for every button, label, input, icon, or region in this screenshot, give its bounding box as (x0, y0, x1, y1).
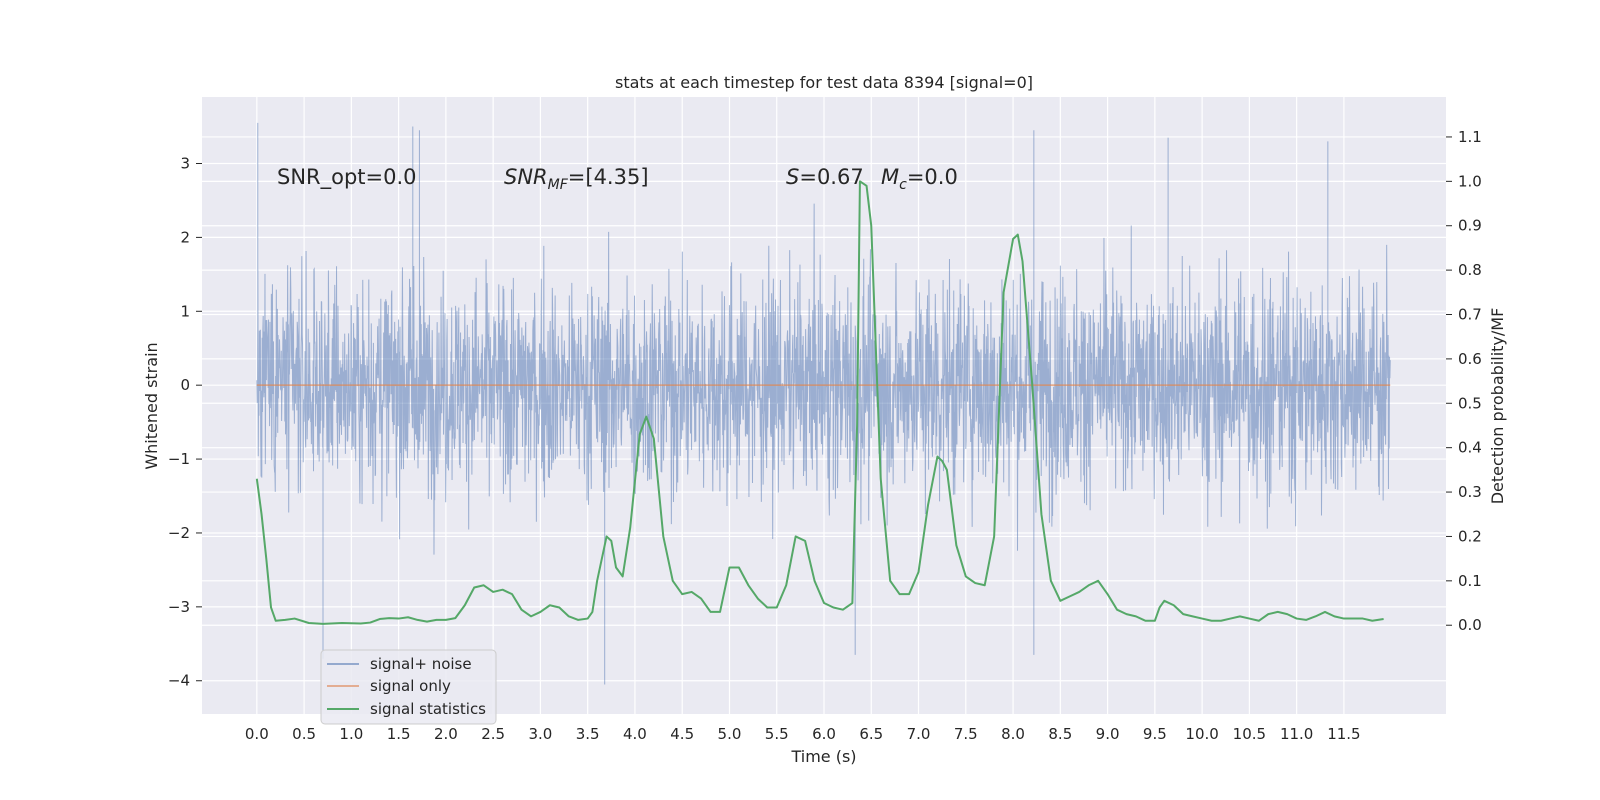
mc-sub: c (899, 177, 907, 193)
x-tick-label: 5.5 (765, 725, 789, 743)
annotation-snr-opt: SNR_opt=0.0 (277, 165, 417, 190)
y-left-tick-label: 3 (180, 155, 190, 173)
y-left-tick-label: −1 (168, 450, 190, 468)
annotation-mc: Mc=0.0 (881, 165, 958, 193)
legend-label-statistics: signal statistics (370, 700, 486, 718)
y-right-tick-label: 0.1 (1458, 572, 1482, 590)
y-right-tick-label: 1.1 (1458, 128, 1482, 146)
legend: signal+ noise signal only signal statist… (320, 649, 497, 725)
y-left-tick-label: −2 (168, 524, 190, 542)
y-right-tick-label: 0.7 (1458, 306, 1482, 324)
x-tick-label: 8.0 (1001, 725, 1025, 743)
x-tick-label: 0.0 (245, 725, 269, 743)
y-right-tick-label: 0.2 (1458, 527, 1482, 545)
x-tick-label: 9.5 (1143, 725, 1167, 743)
x-tick-label: 6.0 (812, 725, 836, 743)
y-right-tick-label: 0.4 (1458, 439, 1482, 457)
y-left-tick-label: 2 (180, 228, 190, 246)
snr-mf-rest: =[4.35] (568, 165, 649, 189)
y-left-axis-ticks: −4 −3 −2 −1 0 1 2 3 (168, 155, 202, 690)
x-tick-label: 10.5 (1233, 725, 1266, 743)
y-left-tick-label: 1 (180, 302, 190, 320)
signal-statistics-series (255, 180, 1384, 625)
x-tick-label: 6.5 (859, 725, 883, 743)
x-tick-label: 2.5 (481, 725, 505, 743)
x-tick-label: 3.0 (528, 725, 552, 743)
mc-base: M (881, 165, 899, 189)
y-right-tick-label: 0.0 (1458, 616, 1482, 634)
y-left-tick-label: 0 (180, 376, 190, 394)
x-tick-label: 9.0 (1096, 725, 1120, 743)
x-tick-label: 2.0 (434, 725, 458, 743)
y-right-tick-label: 0.6 (1458, 350, 1482, 368)
annotation-snr-mf: SNRMF=[4.35] (504, 165, 649, 193)
legend-box (320, 649, 497, 725)
x-tick-label: 11.0 (1280, 725, 1313, 743)
x-tick-label: 3.5 (576, 725, 600, 743)
y-left-tick-label: −4 (168, 672, 190, 690)
y-right-tick-label: 1.0 (1458, 172, 1482, 190)
snr-mf-sub: MF (548, 177, 569, 193)
chart-title: stats at each timestep for test data 839… (615, 73, 1033, 92)
x-tick-label: 7.0 (907, 725, 931, 743)
legend-label-noise: signal+ noise (370, 655, 472, 673)
signal-statistics-line (255, 180, 1384, 625)
x-tick-label: 8.5 (1048, 725, 1072, 743)
x-tick-label: 7.5 (954, 725, 978, 743)
x-tick-label: 4.0 (623, 725, 647, 743)
legend-label-signal: signal only (370, 677, 451, 695)
y-right-tick-label: 0.3 (1458, 483, 1482, 501)
y-right-tick-label: 0.5 (1458, 394, 1482, 412)
s-value: =0.67 (799, 165, 863, 189)
x-tick-label: 5.0 (718, 725, 742, 743)
x-tick-label: 1.0 (339, 725, 363, 743)
y-left-tick-label: −3 (168, 598, 190, 616)
y-right-axis-ticks: 0.0 0.1 0.2 0.3 0.4 0.5 0.6 0.7 0.8 0.9 1.0 1.1 (1446, 128, 1482, 634)
y-axis-label-right: Detection probability/MF (1488, 308, 1507, 505)
s-symbol: S (786, 165, 799, 189)
y-axis-label-left: Whitened strain (142, 342, 161, 469)
snr-mf-base: SNR (504, 165, 548, 189)
x-tick-label: 11.5 (1327, 725, 1360, 743)
x-tick-label: 1.5 (387, 725, 411, 743)
x-tick-label: 10.0 (1185, 725, 1218, 743)
x-axis-label: Time (s) (790, 747, 856, 766)
y-right-tick-label: 0.8 (1458, 261, 1482, 279)
y-right-tick-label: 0.9 (1458, 217, 1482, 235)
mc-value: =0.0 (907, 165, 958, 189)
annotation-s: S=0.67 (786, 165, 864, 189)
x-axis-ticks: 0.0 0.5 1.0 1.5 2.0 2.5 3.0 3.5 4.0 4.5 5.0 5.5 6.0 6… (245, 725, 1361, 743)
x-tick-label: 0.5 (292, 725, 316, 743)
x-tick-label: 4.5 (670, 725, 694, 743)
